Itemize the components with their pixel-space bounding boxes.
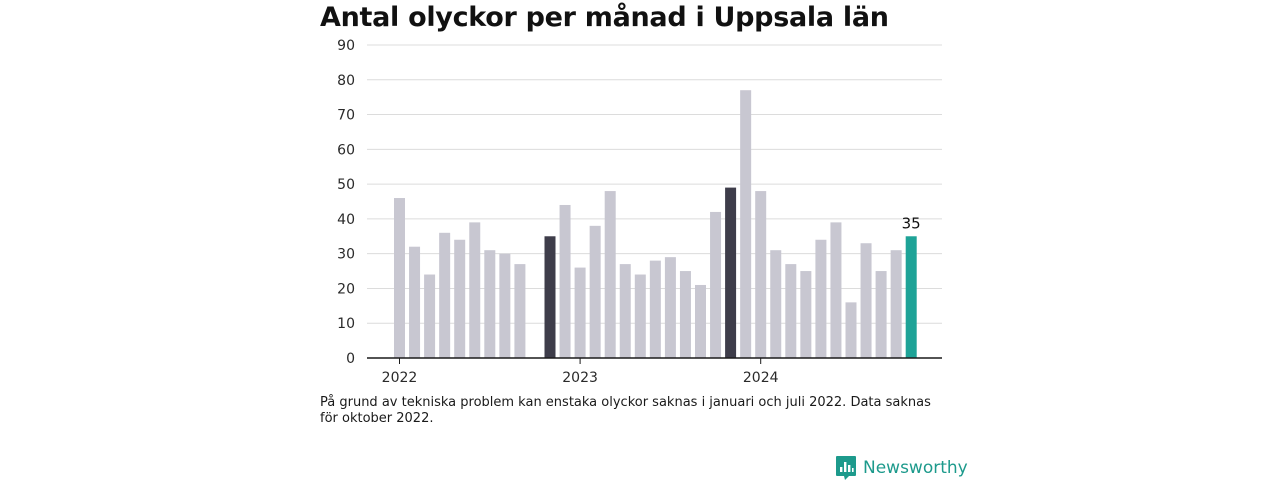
- y-tick-label: 30: [337, 247, 355, 263]
- y-tick-label: 70: [337, 108, 355, 124]
- y-tick-label: 20: [337, 281, 355, 297]
- x-tick-label: 2024: [743, 370, 779, 386]
- bar: [439, 232, 451, 358]
- y-tick-label: 50: [337, 177, 355, 193]
- bar: [469, 222, 481, 358]
- y-tick-label: 60: [337, 142, 355, 158]
- bar: [890, 250, 902, 358]
- bar: [785, 264, 797, 358]
- bar: [649, 260, 661, 358]
- bar-value-labels: 35: [902, 214, 921, 232]
- bar: [574, 267, 586, 358]
- x-tick-label: 2022: [382, 370, 418, 386]
- bar: [619, 264, 631, 358]
- bar: [589, 225, 601, 358]
- y-tick-label: 10: [337, 316, 355, 332]
- bar: [830, 222, 842, 358]
- bar: [905, 236, 917, 358]
- newsworthy-logo[interactable]: Newsworthy: [835, 455, 968, 481]
- bar: [679, 271, 691, 358]
- bar: [725, 187, 737, 358]
- bar-value-label: 35: [902, 214, 921, 232]
- bar: [845, 302, 857, 358]
- bar: [634, 274, 646, 358]
- bar: [800, 271, 812, 358]
- bars: [394, 90, 917, 358]
- y-axis-labels: 0 10 20 30 40 50 60 70 80 90: [337, 38, 355, 367]
- bar: [499, 253, 511, 358]
- bar: [559, 204, 571, 358]
- y-tick-label: 40: [337, 212, 355, 228]
- bar: [770, 250, 782, 358]
- bar: [740, 90, 752, 358]
- bar: [424, 274, 436, 358]
- bar: [514, 264, 526, 358]
- bar: [484, 250, 496, 358]
- bar-chart-logo-icon: [836, 456, 856, 480]
- x-tick-label: 2023: [562, 370, 598, 386]
- footnote: På grund av tekniska problem kan enstaka…: [320, 395, 931, 426]
- bar: [394, 198, 405, 358]
- bar: [695, 284, 706, 358]
- bar: [604, 191, 616, 358]
- bar: [815, 239, 827, 358]
- bar: [860, 243, 872, 358]
- y-tick-label: 0: [346, 351, 355, 367]
- bar: [544, 236, 556, 358]
- y-tick-label: 90: [337, 38, 355, 54]
- bar: [664, 257, 676, 358]
- brand-name: Newsworthy: [863, 458, 968, 478]
- chart-title: Antal olyckor per månad i Uppsala län: [320, 2, 889, 33]
- bar: [710, 211, 722, 358]
- bar-chart: 0 10 20 30 40 50 60 70 80 90 35 2022 2023 2024: [337, 38, 942, 386]
- bar: [454, 239, 466, 358]
- y-tick-label: 80: [337, 73, 355, 89]
- bar: [875, 271, 887, 358]
- bar: [409, 246, 421, 358]
- bar: [755, 191, 767, 358]
- x-axis: 2022 2023 2024: [367, 357, 942, 386]
